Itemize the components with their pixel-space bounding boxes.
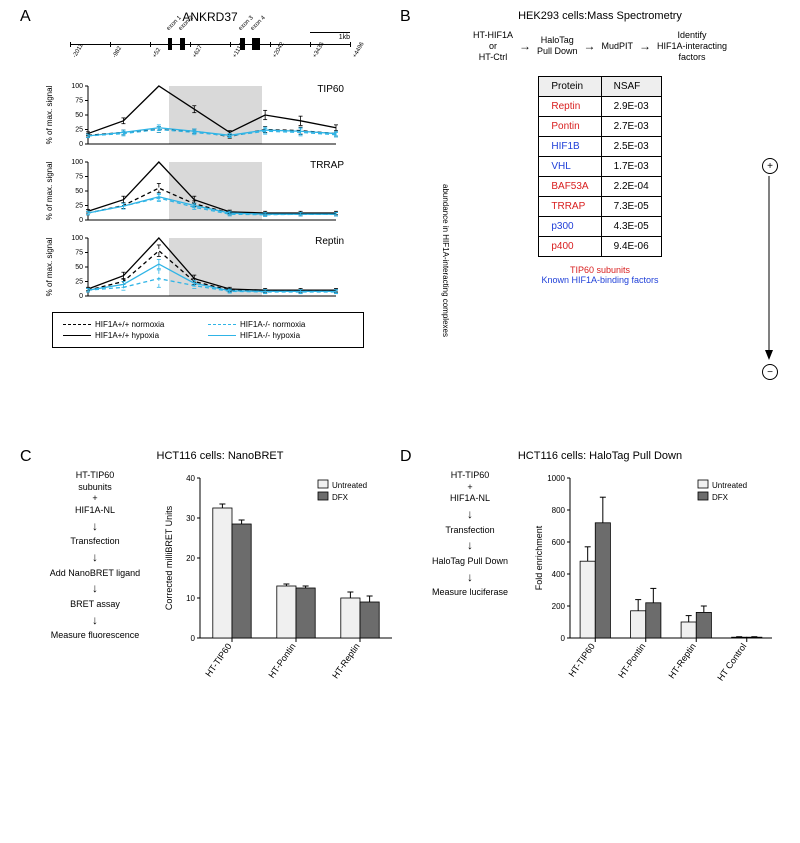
svg-text:30: 30 [186,514,195,523]
panel-label-a: A [20,8,31,26]
svg-text:25: 25 [75,127,83,134]
abundance-label: abundance in HIF1A-interacting complexes [441,184,450,337]
panel-c: HCT116 cells: NanoBRET HT-TIP60subunits+… [40,450,400,700]
svg-text:10: 10 [186,594,195,603]
gene-title: ANKRD37 [40,10,380,24]
svg-text:0: 0 [561,634,566,643]
svg-text:HT-TIP60: HT-TIP60 [567,641,597,678]
svg-text:DFX: DFX [712,493,729,502]
svg-text:100: 100 [71,159,83,166]
svg-text:100: 100 [71,235,83,242]
svg-text:0: 0 [79,141,83,148]
abundance-indicator: + − [754,158,794,358]
svg-text:200: 200 [552,602,566,611]
svg-text:Corrected milliBRET Units: Corrected milliBRET Units [164,505,174,610]
svg-text:1000: 1000 [547,474,565,483]
svg-text:25: 25 [75,279,83,286]
panel-b-title: HEK293 cells:Mass Spectrometry [420,10,780,22]
ms-table: ProteinNSAFReptin2.9E-03Pontin2.7E-03HIF… [538,76,661,257]
svg-text:HT-Pontin: HT-Pontin [266,641,297,680]
svg-text:75: 75 [75,250,83,257]
svg-text:HT-Pontin: HT-Pontin [616,641,647,680]
svg-text:HT-TIP60: HT-TIP60 [203,641,233,678]
svg-text:Untreated: Untreated [712,481,747,490]
panel-d: HCT116 cells: HaloTag Pull Down HT-TIP60… [420,450,780,700]
svg-text:50: 50 [75,112,83,119]
svg-text:0: 0 [79,217,83,224]
flow-b: HT-HIF1AorHT-Ctrl→HaloTagPull Down→MudPI… [420,30,780,62]
svg-text:800: 800 [552,506,566,515]
svg-text:HT-Reptin: HT-Reptin [666,641,697,680]
svg-text:50: 50 [75,264,83,271]
svg-text:HT-Reptin: HT-Reptin [330,641,361,680]
svg-text:Untreated: Untreated [332,481,367,490]
svg-text:400: 400 [552,570,566,579]
panel-label-b: B [400,8,411,26]
svg-text:0: 0 [79,293,83,300]
svg-text:75: 75 [75,98,83,105]
svg-text:% of max. signal: % of max. signal [45,161,54,220]
svg-text:600: 600 [552,538,566,547]
panel-b: HEK293 cells:Mass Spectrometry HT-HIF1Ao… [420,10,780,285]
panel-b-notes: TIP60 subunits Known HIF1A-binding facto… [420,265,780,285]
svg-text:75: 75 [75,174,83,181]
panel-a: ANKRD37 1kb exon 1exon 2exon 3exon 4-201… [40,10,380,348]
chart-c: 0 10 20 30 40 Corrected milliBRET Units HT-TIP… [160,470,400,700]
panel-label-c: C [20,448,32,466]
svg-text:DFX: DFX [332,493,349,502]
svg-text:50: 50 [75,188,83,195]
svg-text:Fold enrichment: Fold enrichment [534,525,544,590]
flow-c: HT-TIP60subunits+HIF1A-NL↓Transfection↓A… [40,470,150,642]
panel-label-d: D [400,448,412,466]
flow-d: HT-TIP60+HIF1A-NL↓Transfection↓HaloTag P… [420,470,520,599]
panel-c-title: HCT116 cells: NanoBRET [40,450,400,462]
chart-stack: 0255075100% of max. signalTIP60025507510… [40,82,380,308]
svg-text:HT Control: HT Control [715,641,748,682]
gene-diagram: 1kb exon 1exon 2exon 3exon 4-2011-982+52… [70,28,350,80]
svg-text:100: 100 [71,83,83,90]
panel-d-title: HCT116 cells: HaloTag Pull Down [420,450,780,462]
svg-text:% of max. signal: % of max. signal [45,237,54,296]
svg-text:25: 25 [75,203,83,210]
svg-text:% of max. signal: % of max. signal [45,85,54,144]
svg-text:40: 40 [186,474,195,483]
svg-text:20: 20 [186,554,195,563]
scale-label: 1kb [339,34,350,41]
chart-d: 0 200 400 600 800 1000 Fold enrichment HT-TIP60… [530,470,780,700]
legend-a: HIF1A+/+ normoxiaHIF1A-/- normoxiaHIF1A+… [52,312,364,348]
svg-text:0: 0 [191,634,196,643]
